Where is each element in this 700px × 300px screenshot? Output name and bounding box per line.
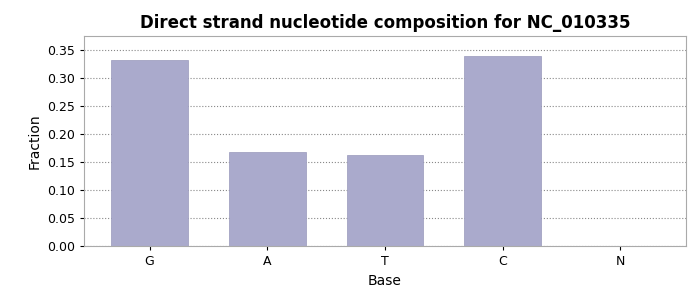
Bar	[229, 152, 306, 246]
Bar	[111, 59, 188, 246]
X-axis label: Base: Base	[368, 274, 402, 288]
Y-axis label: Fraction: Fraction	[27, 113, 41, 169]
Bar	[464, 56, 541, 246]
Bar	[346, 155, 424, 246]
Title: Direct strand nucleotide composition for NC_010335: Direct strand nucleotide composition for…	[140, 14, 630, 32]
